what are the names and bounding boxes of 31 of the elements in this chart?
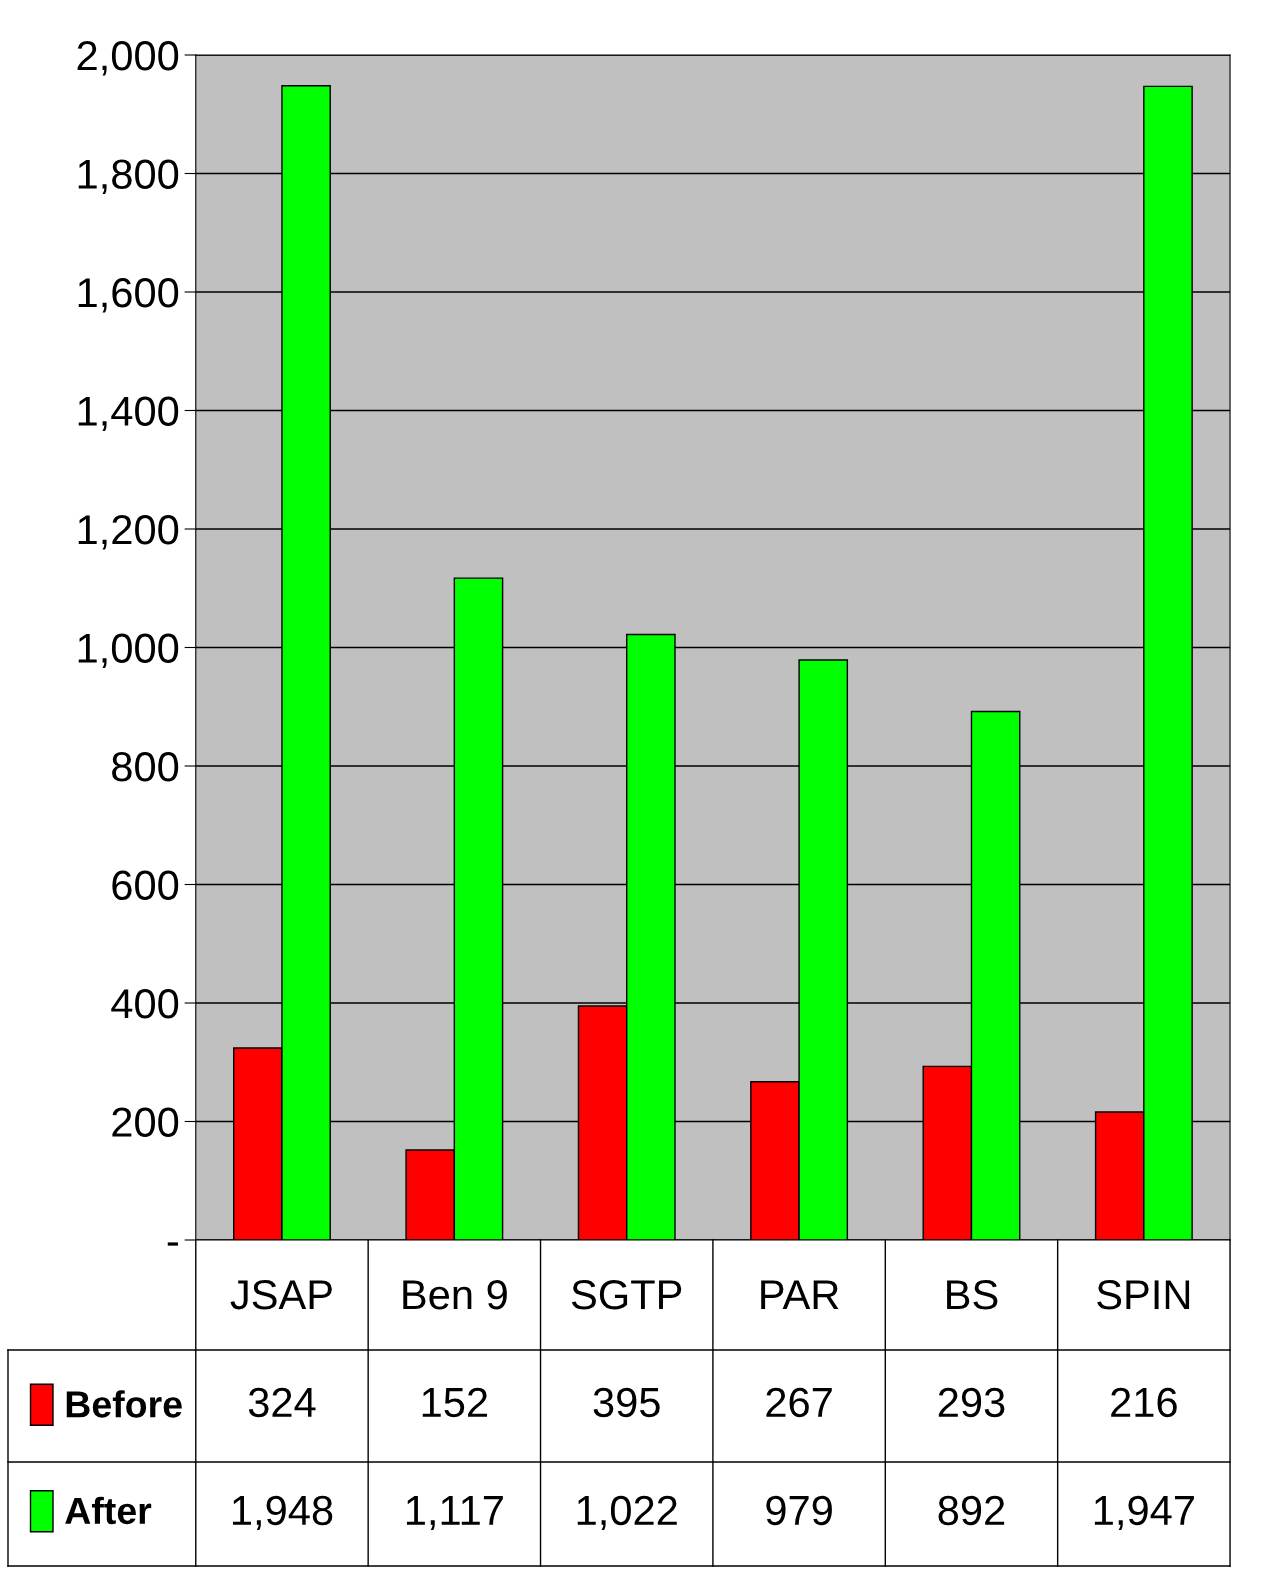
data-label: 1,948 (233, 1495, 333, 1531)
data-label: 216 (1111, 1387, 1177, 1418)
y-tick-label: 1,000 (78, 633, 179, 668)
data-label: 395 (593, 1387, 660, 1418)
data-label: 1,022 (577, 1495, 677, 1531)
y-tick-label: 200 (112, 1107, 179, 1138)
data-label: 324 (248, 1387, 316, 1418)
y-tick-label: 1,800 (78, 159, 179, 194)
y-tick-label: 400 (111, 989, 179, 1019)
y-tick-label: - (167, 1242, 178, 1246)
y-tick-label: 600 (112, 870, 179, 901)
y-tick-label: 1,400 (78, 396, 179, 431)
data-label: 1,117 (406, 1496, 503, 1531)
x-tick-label: Ben 9 (403, 1279, 507, 1310)
data-label: 267 (766, 1387, 832, 1418)
x-tick-label: JSAP (230, 1279, 332, 1310)
y-tick-label: 800 (112, 752, 179, 782)
data-label: 892 (938, 1495, 1005, 1526)
data-label: 1,947 (1094, 1495, 1194, 1531)
legend-label: After (65, 1496, 152, 1525)
x-tick-label: SGTP (571, 1279, 682, 1310)
data-label: 293 (938, 1387, 1005, 1418)
x-tick-label: PAR (761, 1280, 839, 1310)
y-tick-label: 2,000 (77, 41, 179, 76)
legend-label: Before (66, 1390, 182, 1418)
x-tick-label: SPIN (1097, 1279, 1190, 1310)
y-tick-label: 1,600 (78, 278, 179, 313)
data-label: 152 (422, 1387, 488, 1418)
data-label: 979 (766, 1495, 832, 1526)
y-tick-label: 1,200 (78, 515, 179, 550)
x-tick-label: BS (947, 1279, 998, 1310)
